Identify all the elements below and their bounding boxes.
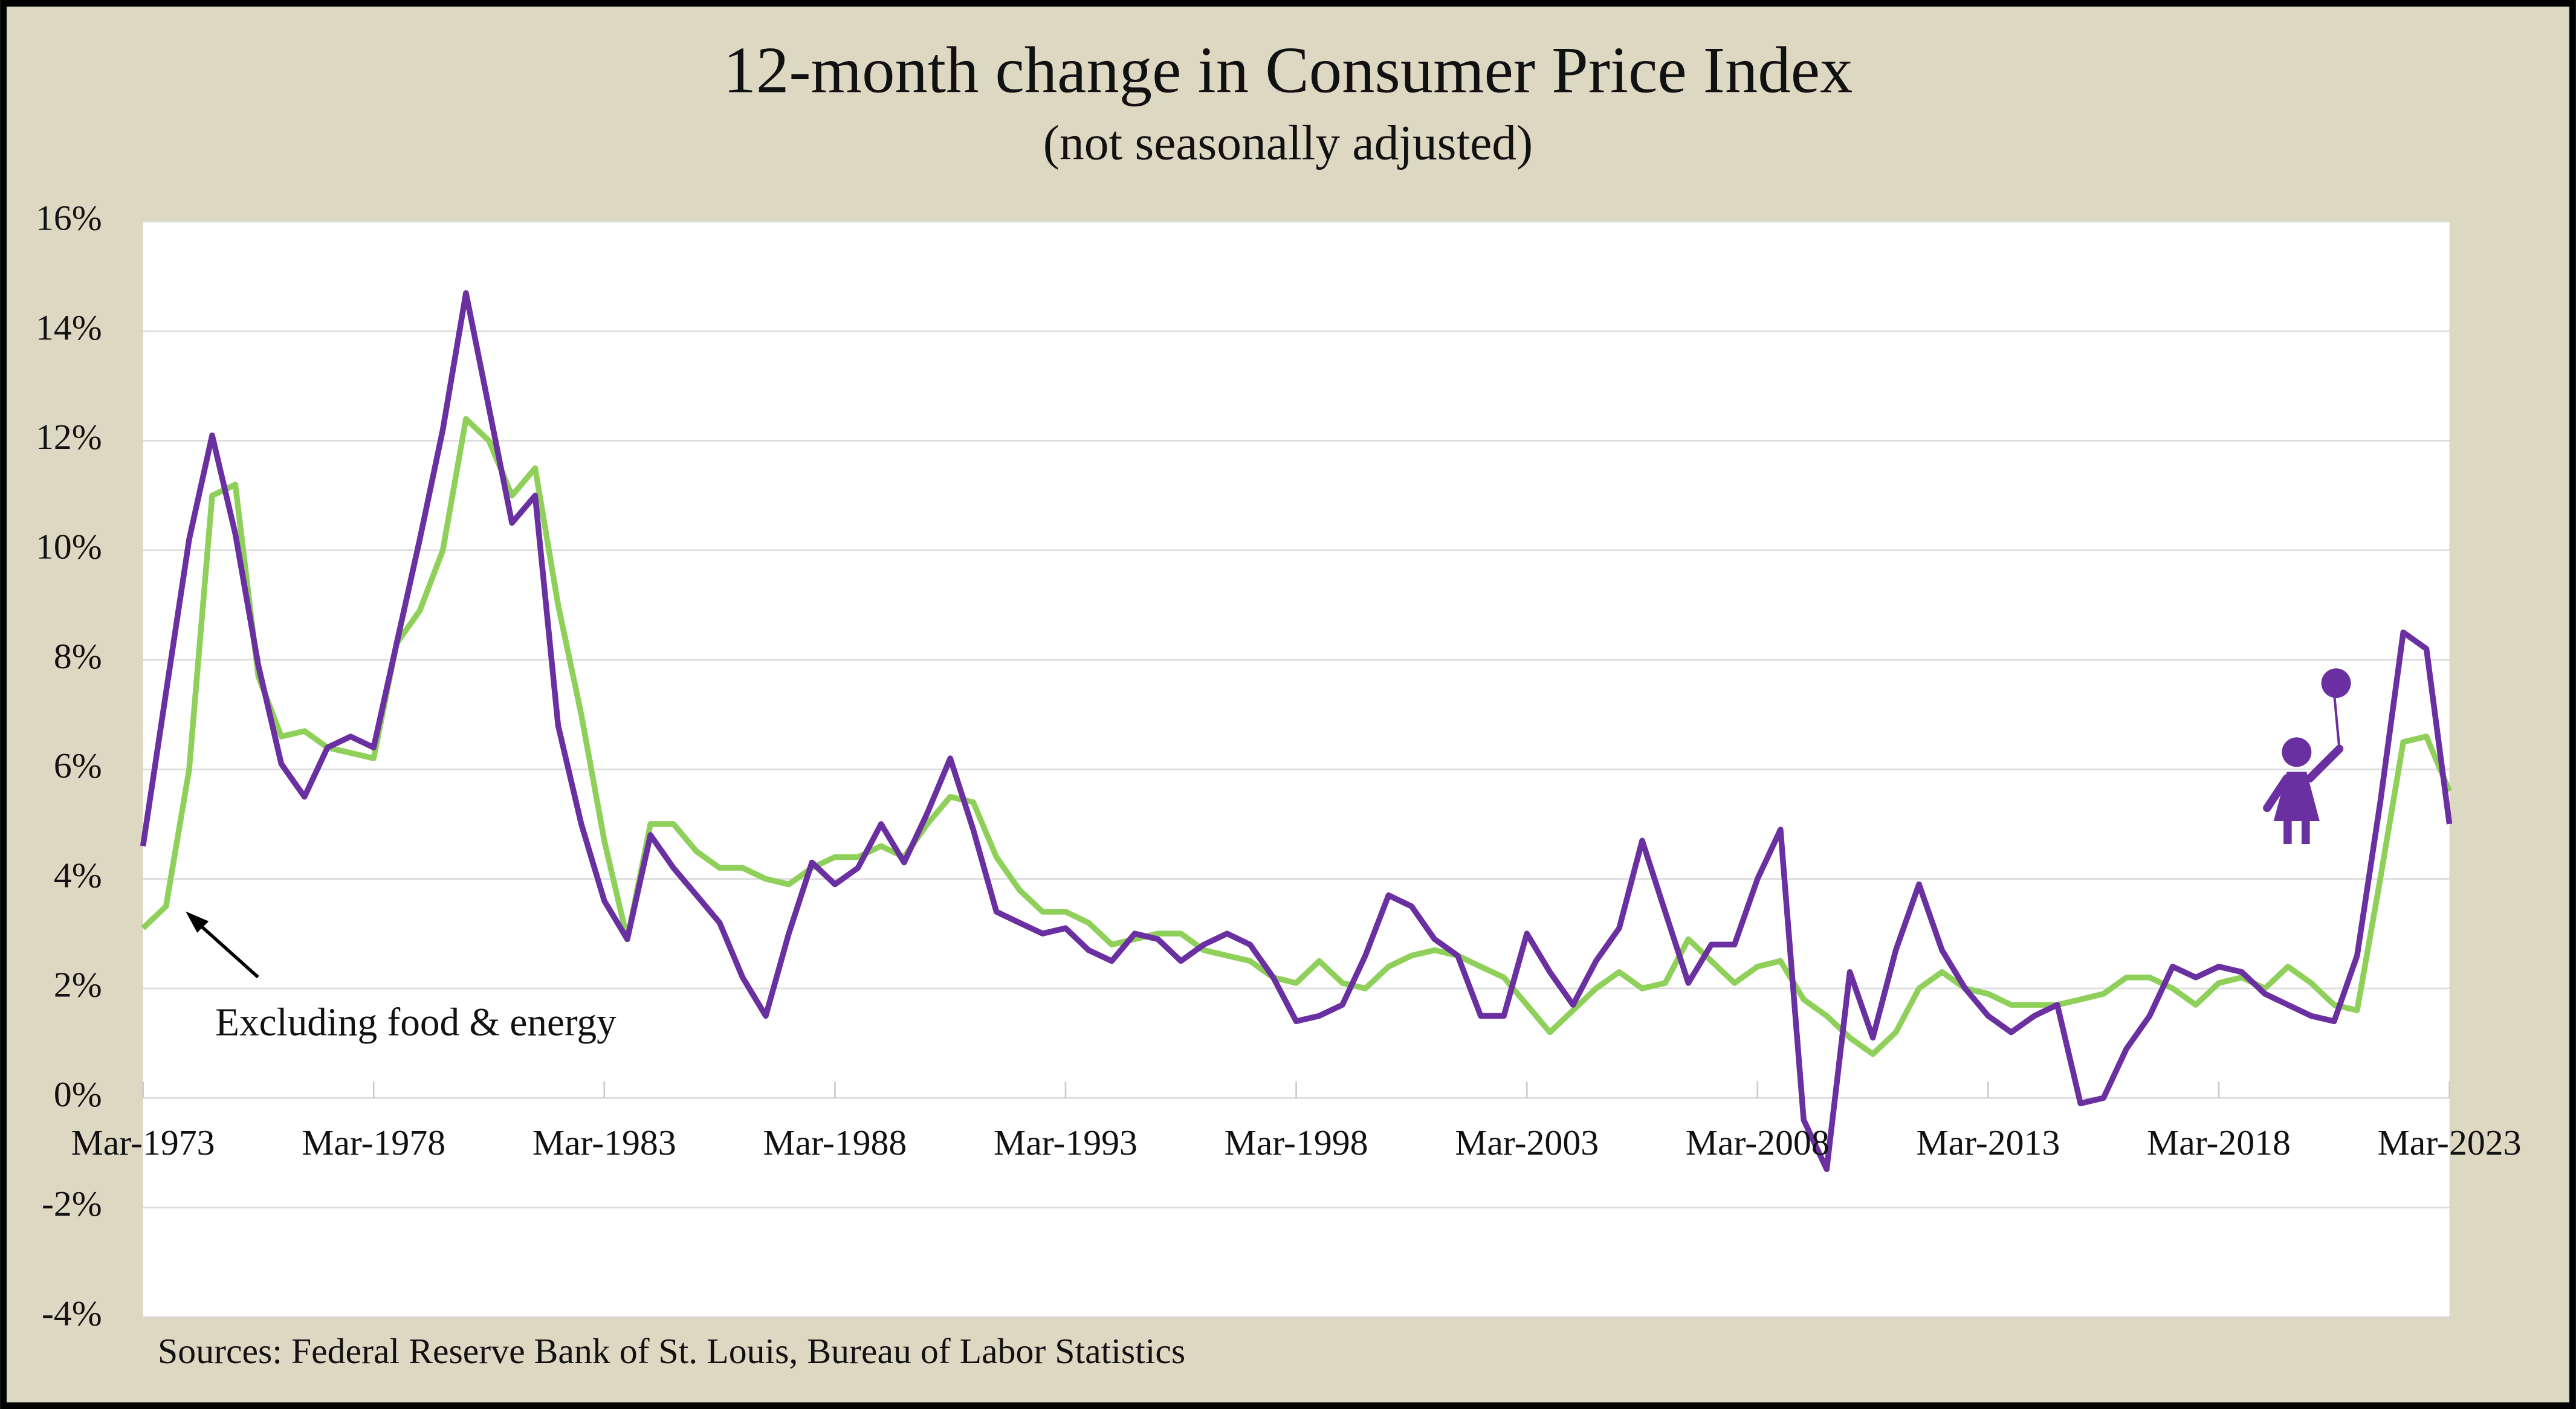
- x-tick-label: Mar-1973: [71, 1123, 215, 1162]
- chart-title: 12-month change in Consumer Price Index: [723, 34, 1853, 107]
- annotation: Excluding food & energy: [215, 1001, 616, 1045]
- x-tick-label: Mar-1988: [763, 1123, 907, 1162]
- x-tick-label: Mar-2008: [1686, 1123, 1830, 1162]
- x-tick-label: Mar-1998: [1225, 1123, 1368, 1162]
- y-tick-label: 2%: [54, 965, 102, 1005]
- series-line: [140, 290, 2453, 1172]
- y-tick-label: 10%: [36, 527, 102, 567]
- y-tick-label: 4%: [54, 855, 102, 895]
- grid: [142, 221, 2450, 1318]
- annotation-arrow: [193, 918, 259, 979]
- y-tick-label: -4%: [42, 1294, 102, 1333]
- x-tick-label: Mar-1983: [532, 1123, 676, 1162]
- series-line: [141, 416, 2452, 1057]
- y-tick-label: 0%: [54, 1074, 102, 1114]
- y-tick-label: -2%: [42, 1184, 102, 1224]
- x-tick-label: Mar-2003: [1455, 1123, 1599, 1162]
- x-tick-label: Mar-2018: [2147, 1123, 2291, 1162]
- x-tick-label: Mar-1978: [302, 1123, 445, 1162]
- x-tick-label: Mar-2023: [2378, 1123, 2522, 1162]
- lines: [140, 290, 2453, 1172]
- x-tick-label: Mar-2013: [1916, 1123, 2060, 1162]
- y-tick-label: 16%: [36, 198, 102, 238]
- y-tick-label: 6%: [54, 746, 102, 785]
- arrow-head: [186, 911, 209, 933]
- x-tick-label: Mar-1993: [994, 1123, 1138, 1162]
- source-note: Sources: Federal Reserve Bank of St. Lou…: [158, 1331, 1185, 1371]
- chart-subtitle: (not seasonally adjusted): [1043, 115, 1533, 170]
- icon-girl-balloon: [2263, 668, 2351, 845]
- y-tick-label: 14%: [36, 308, 102, 347]
- y-tick-label: 8%: [54, 636, 102, 676]
- y-tick-label: 12%: [36, 417, 102, 457]
